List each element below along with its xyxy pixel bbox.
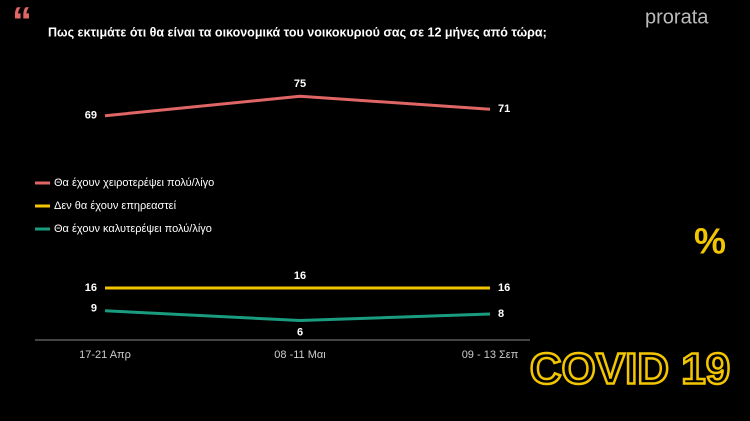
legend-label: Θα έχουν χειροτερέψει πολύ/λίγο	[54, 177, 214, 189]
brand-logo: prorata	[645, 6, 709, 28]
data-label: 75	[294, 78, 306, 90]
data-label: 16	[85, 282, 97, 294]
legend-label: Θα έχουν καλυτερέψει πολύ/λίγο	[54, 223, 212, 235]
data-label: 71	[498, 103, 510, 115]
unit-badge: %	[694, 221, 726, 262]
data-label: 6	[297, 326, 303, 338]
data-label: 9	[91, 303, 97, 315]
x-tick-label: 17-21 Απρ	[79, 349, 131, 361]
legend-label: Δεν θα έχουν επηρεαστεί	[54, 200, 177, 212]
covid-badge: COVID 19	[530, 345, 731, 394]
quote-mark: “	[12, 0, 32, 44]
line-series	[104, 94, 491, 118]
line-series	[104, 309, 491, 323]
data-label: 16	[294, 270, 306, 282]
chart-title: Πως εκτιμάτε ότι θα είναι τα οικονομικά …	[48, 25, 547, 39]
data-label: 16	[498, 282, 510, 294]
x-tick-label: 09 - 13 Σεπ	[462, 349, 519, 361]
data-label: 8	[498, 308, 504, 320]
x-tick-label: 08 -11 Μαι	[274, 349, 326, 361]
data-label: 69	[85, 110, 97, 122]
